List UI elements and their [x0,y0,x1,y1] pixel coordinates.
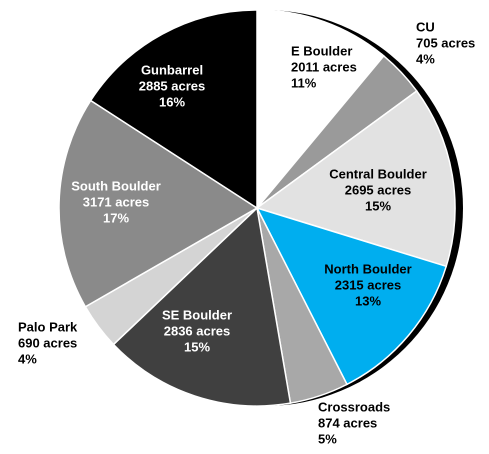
slice-label: 2011 acres [291,59,357,74]
pie-slice [112,206,292,407]
slice-label: 15% [184,339,210,354]
slice-label: Palo Park [18,319,78,334]
slice-label: 16% [159,94,185,109]
slice-label: 4% [416,51,435,66]
slice-label: 3171 acres [83,194,150,209]
slice-label: 2315 acres [335,277,402,292]
slice-label: 2836 acres [164,323,231,338]
pie-slice [89,9,258,210]
slice-label: CU [416,19,435,34]
slice-label: 874 acres [318,415,377,430]
pie-slice [255,206,448,386]
slice-label: 11% [291,75,317,90]
pie-slice [58,99,259,308]
slice-label: 2695 acres [345,182,412,197]
slice-label: 5% [318,431,337,446]
slice-label: Central Boulder [329,166,427,181]
slice-label: SE Boulder [162,307,232,322]
slice-label: North Boulder [324,261,411,276]
slice-label: South Boulder [71,178,161,193]
slice-label: E Boulder [291,43,352,58]
slice-label: 4% [18,351,37,366]
slice-label: 690 acres [18,335,77,350]
slice-label: 2885 acres [139,78,206,93]
slice-label: 15% [365,198,391,213]
slice-label: 705 acres [416,35,475,50]
pie-slice [256,9,385,211]
slice-label: 17% [103,210,129,225]
slice-label: Gunbarrel [141,62,203,77]
slice-label: 13% [355,293,381,308]
slice-label: Crossroads [318,399,390,414]
